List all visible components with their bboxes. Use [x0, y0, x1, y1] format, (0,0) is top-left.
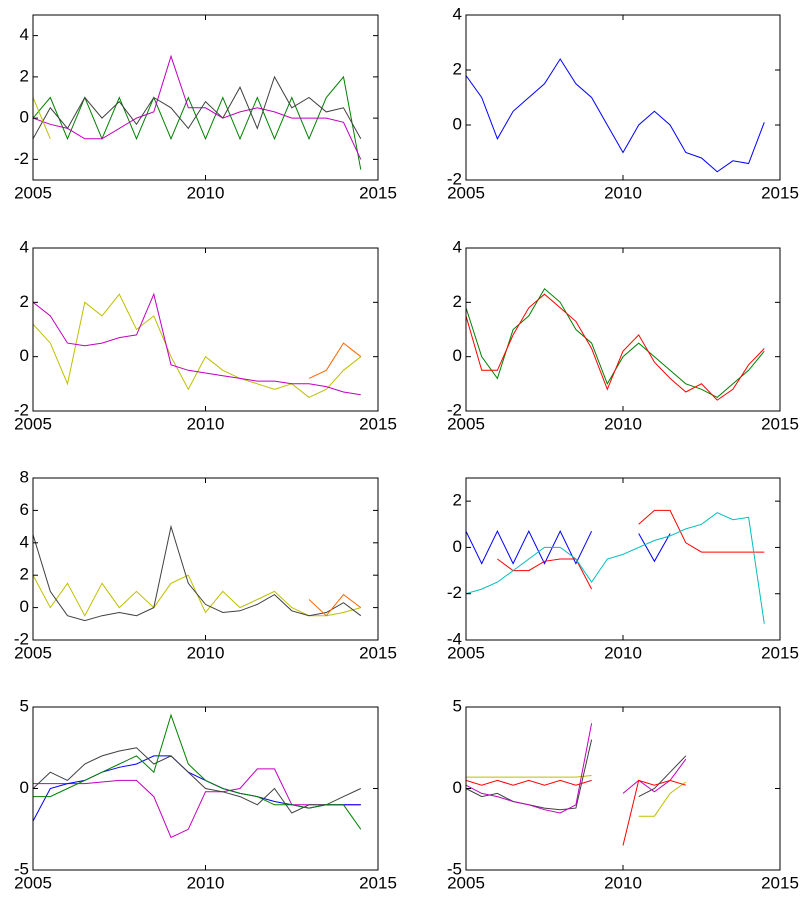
- x-tick-label: 2005: [14, 643, 52, 662]
- series-line: [33, 75, 362, 140]
- y-tick-label: 4: [453, 237, 462, 256]
- y-tick-label: 2: [453, 59, 462, 78]
- x-tick-label: 2005: [14, 183, 52, 202]
- y-tick-label: 0: [453, 537, 462, 556]
- x-tick-label: 2010: [187, 414, 225, 433]
- series-line: [33, 713, 362, 830]
- plot-area: [33, 54, 362, 170]
- series-line: [33, 524, 362, 622]
- axes-frame: [465, 706, 781, 871]
- x-tick-label: 2010: [604, 183, 642, 202]
- y-tick-label: 0: [453, 346, 462, 365]
- series-line: [33, 768, 361, 839]
- y-tick-label: -2: [14, 400, 29, 419]
- x-tick-label: 2015: [359, 414, 397, 433]
- y-tick-label: -2: [447, 400, 462, 419]
- y-tick-label: -5: [447, 859, 462, 878]
- series-line: [33, 54, 362, 160]
- x-tick-label: 2010: [604, 643, 642, 662]
- y-tick-label: 2: [453, 491, 462, 510]
- subplot: -5 0 5 2005 2010 2015: [447, 696, 799, 892]
- subplot: -2 0 2 4 2005 2010 2015: [447, 237, 799, 433]
- y-tick-label: 0: [453, 114, 462, 133]
- series-line: [466, 739, 687, 811]
- plot-area: [33, 292, 362, 398]
- y-tick-label: -2: [14, 629, 29, 648]
- x-tick-label: 2010: [187, 643, 225, 662]
- series-line: [308, 593, 362, 617]
- y-tick-label: 0: [20, 597, 29, 616]
- plot-area: [33, 524, 362, 622]
- x-tick-label: 2010: [187, 183, 225, 202]
- y-tick-label: 0: [20, 346, 29, 365]
- y-tick-label: 6: [20, 500, 29, 519]
- series-line: [466, 723, 687, 814]
- series-line: [466, 288, 765, 398]
- x-tick-label: 2015: [761, 414, 799, 433]
- series-line: [33, 97, 51, 139]
- y-tick-label: 8: [20, 467, 29, 486]
- series-line: [466, 775, 687, 817]
- axes-frame: [465, 14, 781, 181]
- y-tick-label: 4: [453, 4, 462, 23]
- y-tick-label: 5: [20, 696, 29, 715]
- x-tick-label: 2010: [604, 873, 642, 892]
- plot-area: [33, 713, 362, 839]
- series-line: [33, 75, 362, 170]
- x-tick-label: 2015: [761, 643, 799, 662]
- series-line: [466, 530, 671, 565]
- series-line: [466, 512, 765, 624]
- series-line: [466, 58, 765, 173]
- plot-area: [466, 509, 765, 624]
- y-tick-label: -2: [447, 169, 462, 188]
- x-tick-label: 2005: [14, 414, 52, 433]
- plot-area: [466, 288, 765, 401]
- subplot: -2 0 2 4 6 8 2005 2010 2015: [14, 467, 397, 662]
- series-line: [33, 293, 362, 398]
- y-tick-label: 4: [20, 25, 29, 44]
- subplot: -2 0 2 4 2005 2010 2015: [14, 14, 397, 202]
- y-tick-label: 0: [20, 108, 29, 127]
- y-tick-label: -2: [447, 583, 462, 602]
- plot-area: [466, 58, 765, 173]
- series-line: [466, 293, 765, 401]
- subplot: -2 0 2 4 2005 2010 2015: [447, 4, 799, 202]
- x-tick-label: 2015: [761, 873, 799, 892]
- axes-frame: [465, 477, 781, 641]
- y-tick-label: 0: [453, 778, 462, 797]
- series-line: [33, 747, 362, 814]
- series-line: [308, 342, 362, 379]
- y-tick-label: 4: [20, 237, 29, 256]
- subplot: -2 0 2 4 2005 2010 2015: [14, 237, 397, 433]
- x-tick-label: 2015: [359, 643, 397, 662]
- y-tick-label: 2: [20, 66, 29, 85]
- series-line: [466, 779, 686, 846]
- y-tick-label: 2: [20, 292, 29, 311]
- y-tick-label: 5: [453, 696, 462, 715]
- subplot: -5 0 5 2005 2010 2015: [14, 696, 397, 892]
- y-tick-label: 2: [20, 565, 29, 584]
- y-tick-label: 4: [20, 532, 29, 551]
- x-tick-label: 2010: [187, 873, 225, 892]
- y-tick-label: 0: [20, 778, 29, 797]
- y-tick-label: -4: [447, 629, 462, 648]
- y-tick-label: -5: [14, 859, 29, 878]
- x-tick-label: 2005: [447, 643, 485, 662]
- series-line: [33, 574, 361, 617]
- x-tick-label: 2005: [447, 873, 485, 892]
- x-tick-label: 2015: [359, 873, 397, 892]
- y-tick-label: 2: [453, 292, 462, 311]
- x-tick-label: 2015: [761, 183, 799, 202]
- subplot: -4 -2 0 2 2005 2010 2015: [447, 477, 799, 662]
- series-line: [33, 292, 361, 396]
- x-tick-label: 2010: [604, 414, 642, 433]
- x-tick-label: 2015: [359, 183, 397, 202]
- x-tick-label: 2005: [447, 183, 485, 202]
- x-tick-label: 2005: [14, 873, 52, 892]
- x-tick-label: 2005: [447, 414, 485, 433]
- y-tick-label: -2: [14, 149, 29, 168]
- plot-area: [466, 723, 687, 846]
